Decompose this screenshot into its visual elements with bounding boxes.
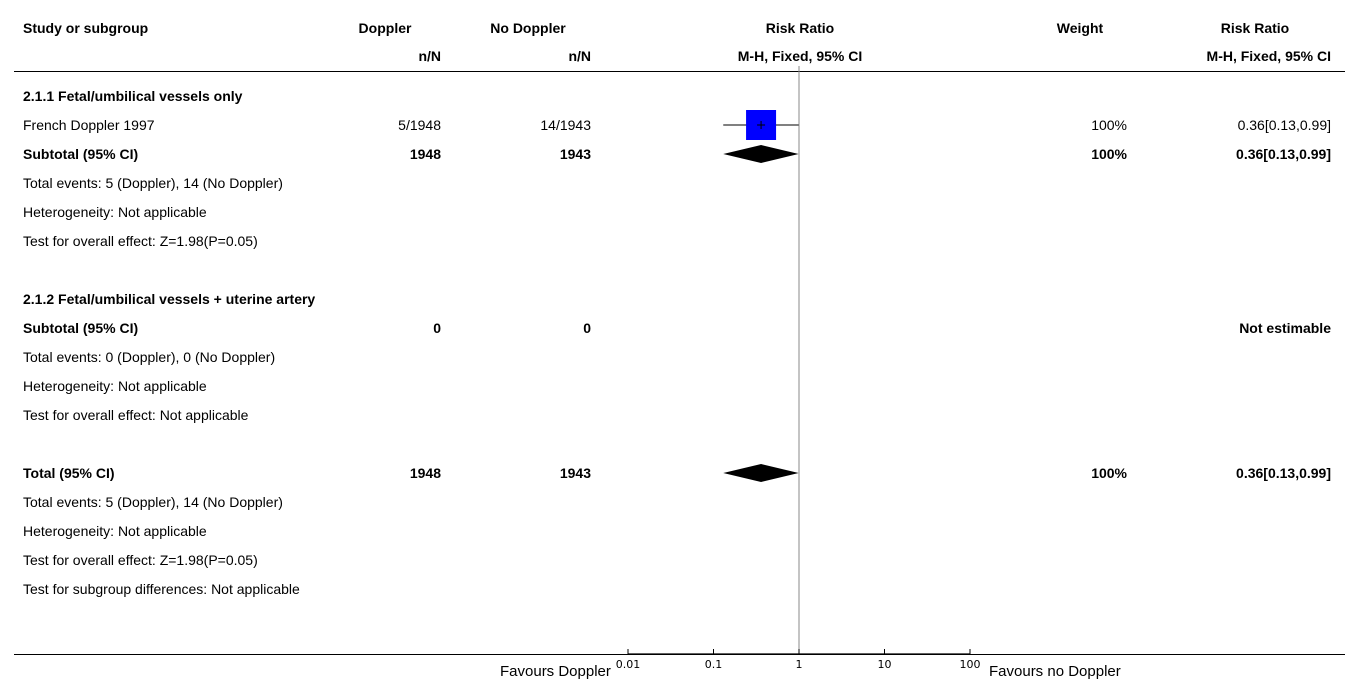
row-label: Total (95% CI) xyxy=(23,465,115,481)
row-label: Heterogeneity: Not applicable xyxy=(23,378,207,394)
row-no-doppler-count: 0 xyxy=(583,320,591,336)
x-tick-label: 1 xyxy=(796,658,803,671)
header-no-doppler-sub: n/N xyxy=(568,48,591,64)
row-doppler-count: 0 xyxy=(433,320,441,336)
row-doppler-count: 1948 xyxy=(409,146,441,162)
favours-left-label: Favours Doppler xyxy=(500,663,611,680)
summary-diamond xyxy=(723,464,799,482)
header-plot: Risk Ratio xyxy=(765,20,835,36)
summary-diamond xyxy=(723,145,799,163)
header-rr: Risk Ratio xyxy=(1220,20,1290,36)
row-no-doppler-count: 1943 xyxy=(559,146,591,162)
row-label: Test for overall effect: Not applicable xyxy=(23,407,249,423)
header-study: Study or subgroup xyxy=(23,20,149,36)
x-tick-label: 0.01 xyxy=(616,658,641,671)
row-label: Test for overall effect: Z=1.98(P=0.05) xyxy=(23,233,258,249)
row-no-doppler-count: 14/1943 xyxy=(540,117,591,133)
row-weight: 100% xyxy=(1091,146,1127,162)
row-label: Total events: 0 (Doppler), 0 (No Doppler… xyxy=(23,349,276,365)
row-label: Test for overall effect: Z=1.98(P=0.05) xyxy=(23,552,258,568)
row-label: Test for subgroup differences: Not appli… xyxy=(23,581,300,597)
row-risk-ratio: Not estimable xyxy=(1239,320,1331,336)
header-doppler-sub: n/N xyxy=(418,48,441,64)
header-plot-sub: M-H, Fixed, 95% CI xyxy=(737,48,863,64)
row-label: 2.1.1 Fetal/umbilical vessels only xyxy=(23,88,243,104)
row-doppler-count: 5/1948 xyxy=(398,117,441,133)
row-label: Heterogeneity: Not applicable xyxy=(23,523,207,539)
header-no-doppler: No Doppler xyxy=(490,20,566,36)
row-label: French Doppler 1997 xyxy=(23,117,155,133)
row-doppler-count: 1948 xyxy=(409,465,441,481)
row-label: Heterogeneity: Not applicable xyxy=(23,204,207,220)
header-rule xyxy=(14,71,1345,72)
row-risk-ratio: 0.36[0.13,0.99] xyxy=(1236,146,1331,162)
x-tick-label: 0.1 xyxy=(705,658,723,671)
x-tick-label: 10 xyxy=(878,658,892,671)
header-weight: Weight xyxy=(1056,20,1104,36)
header-doppler: Doppler xyxy=(358,20,412,36)
row-weight: 100% xyxy=(1091,117,1127,133)
row-label: Subtotal (95% CI) xyxy=(23,146,139,162)
row-label: Total events: 5 (Doppler), 14 (No Dopple… xyxy=(23,175,283,191)
row-risk-ratio: 0.36[0.13,0.99] xyxy=(1236,465,1331,481)
row-no-doppler-count: 1943 xyxy=(559,465,591,481)
row-weight: 100% xyxy=(1091,465,1127,481)
row-risk-ratio: 0.36[0.13,0.99] xyxy=(1237,117,1331,133)
row-label: 2.1.2 Fetal/umbilical vessels + uterine … xyxy=(23,291,316,307)
row-label: Subtotal (95% CI) xyxy=(23,320,139,336)
header-rr-sub: M-H, Fixed, 95% CI xyxy=(1206,48,1331,64)
x-tick-label: 100 xyxy=(960,658,981,671)
favours-right-label: Favours no Doppler xyxy=(989,663,1121,680)
row-label: Total events: 5 (Doppler), 14 (No Dopple… xyxy=(23,494,283,510)
